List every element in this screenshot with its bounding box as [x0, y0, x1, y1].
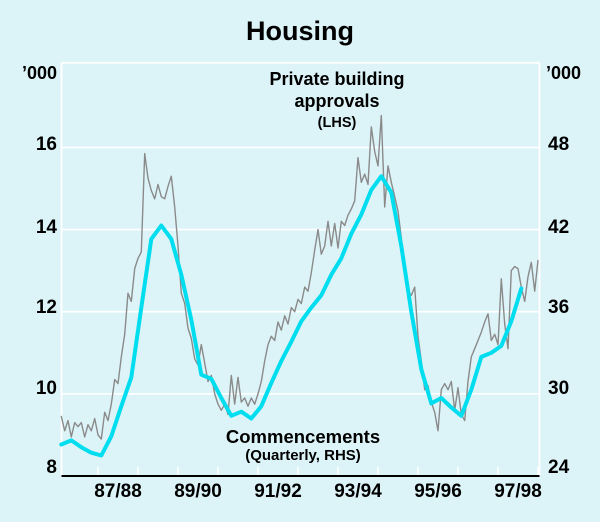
right-axis-unit-label: ’000: [546, 63, 582, 83]
left-axis-unit-label: ’000: [21, 63, 57, 83]
commencements-axis-tag: (Quarterly, RHS): [245, 447, 361, 464]
right-axis-tick-label: 36: [548, 297, 570, 319]
right-axis-tick-label: 42: [548, 216, 570, 238]
left-axis-tick-label: 12: [35, 297, 57, 319]
approvals-axis-tag: (LHS): [317, 115, 357, 131]
approvals-line: [60, 114, 539, 440]
left-axis-tick-label: 10: [35, 377, 57, 399]
x-axis-tick-label: 89/90: [174, 481, 222, 502]
right-axis-tick-label: 24: [548, 456, 570, 478]
left-axis-tick-label: 8: [46, 456, 57, 478]
approvals-series-label: Private building approvals: [269, 69, 405, 111]
x-axis-tick-label: 95/96: [414, 481, 462, 502]
x-axis-tick-label: 87/88: [94, 481, 142, 502]
commencements-line: [59, 174, 524, 458]
x-axis-tick-label: 97/98: [494, 481, 542, 502]
x-axis-tick-label: 91/92: [254, 481, 302, 502]
chart-title: Housing: [246, 16, 354, 46]
commencements-series-label: Commencements: [225, 426, 381, 447]
x-axis-tick-label: 93/94: [334, 481, 382, 502]
left-axis-tick-label: 14: [35, 216, 57, 238]
left-axis-tick-label: 16: [35, 134, 57, 156]
right-axis-tick-label: 48: [548, 134, 570, 156]
right-axis-tick-label: 30: [548, 377, 570, 399]
